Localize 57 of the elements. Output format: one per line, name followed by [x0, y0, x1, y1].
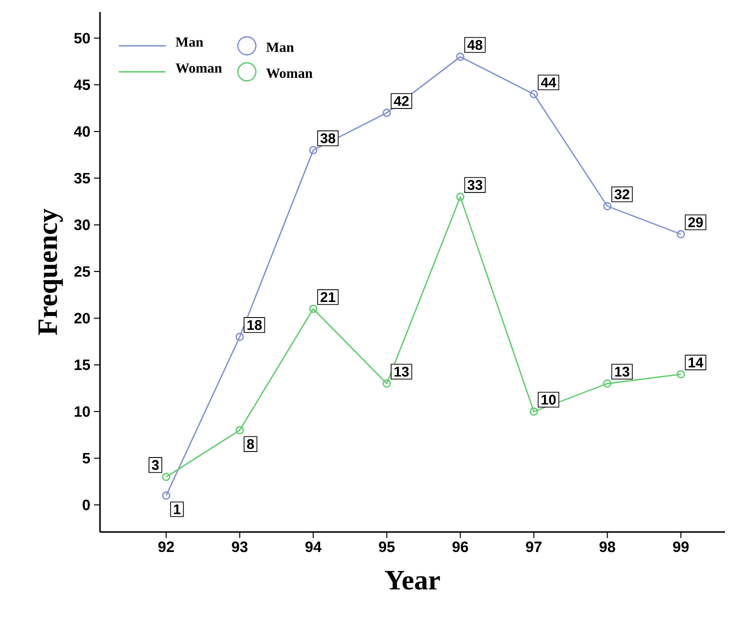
point [676, 230, 686, 238]
y-tick-label: 25 [74, 266, 90, 277]
point [456, 52, 464, 61]
y-tick-label: 15 [74, 360, 90, 370]
y-tick-label: 40 [74, 126, 90, 137]
text: Woman [176, 63, 222, 73]
data-label: 48 [467, 40, 482, 50]
data-label: 3 [152, 460, 159, 470]
x-tick-label: 92 [158, 542, 174, 552]
point [236, 426, 244, 434]
legend-label: Man [266, 42, 294, 52]
data-label: 21 [320, 292, 336, 302]
x-axis-title: Year [385, 571, 440, 590]
y-tick-label: 0 [82, 500, 90, 510]
data-label: 32 [614, 189, 630, 200]
data-label: 38 [320, 133, 336, 144]
y-tick-label: 45 [74, 80, 90, 90]
point [603, 379, 612, 388]
data-label: 18 [247, 320, 262, 330]
point [530, 90, 538, 98]
x-tick-label: 96 [452, 542, 468, 552]
x-tick-label: 99 [673, 542, 689, 552]
x-tick-label: 98 [600, 542, 616, 552]
point [236, 332, 244, 342]
x-tick-label: 95 [378, 542, 395, 552]
x-tick-label: 97 [526, 542, 542, 552]
y-tick-label: 10 [74, 406, 90, 417]
data-label: 42 [394, 96, 409, 106]
point [309, 146, 318, 154]
y-tick-label: 5 [82, 453, 90, 464]
data-label: 44 [540, 78, 556, 88]
point [382, 108, 391, 117]
point [530, 407, 538, 416]
point [676, 370, 686, 378]
text: Man [176, 37, 204, 47]
y-tick-label: 20 [74, 312, 90, 324]
data-label: 8 [247, 439, 254, 450]
data-label: 1 [174, 504, 180, 514]
data-label: 13 [394, 366, 409, 377]
point [162, 472, 170, 482]
data-label: 10 [542, 394, 556, 405]
y-tick-label: 35 [74, 172, 90, 184]
y-tick-label: 50 [74, 32, 90, 44]
legend-label: Woman [266, 68, 312, 78]
x-tick-label: 93 [232, 542, 248, 552]
point [456, 192, 464, 201]
y-tick-label: 30 [74, 220, 90, 230]
point [603, 202, 612, 210]
data-label: 13 [615, 366, 630, 377]
data-label: 14 [688, 358, 704, 368]
data-label: 33 [468, 180, 482, 190]
x-tick-label: 94 [305, 542, 322, 552]
data-label: 29 [688, 217, 703, 228]
point [382, 379, 391, 388]
point [162, 491, 170, 500]
y-axis-title: Frequency [38, 208, 63, 336]
point [309, 304, 318, 314]
